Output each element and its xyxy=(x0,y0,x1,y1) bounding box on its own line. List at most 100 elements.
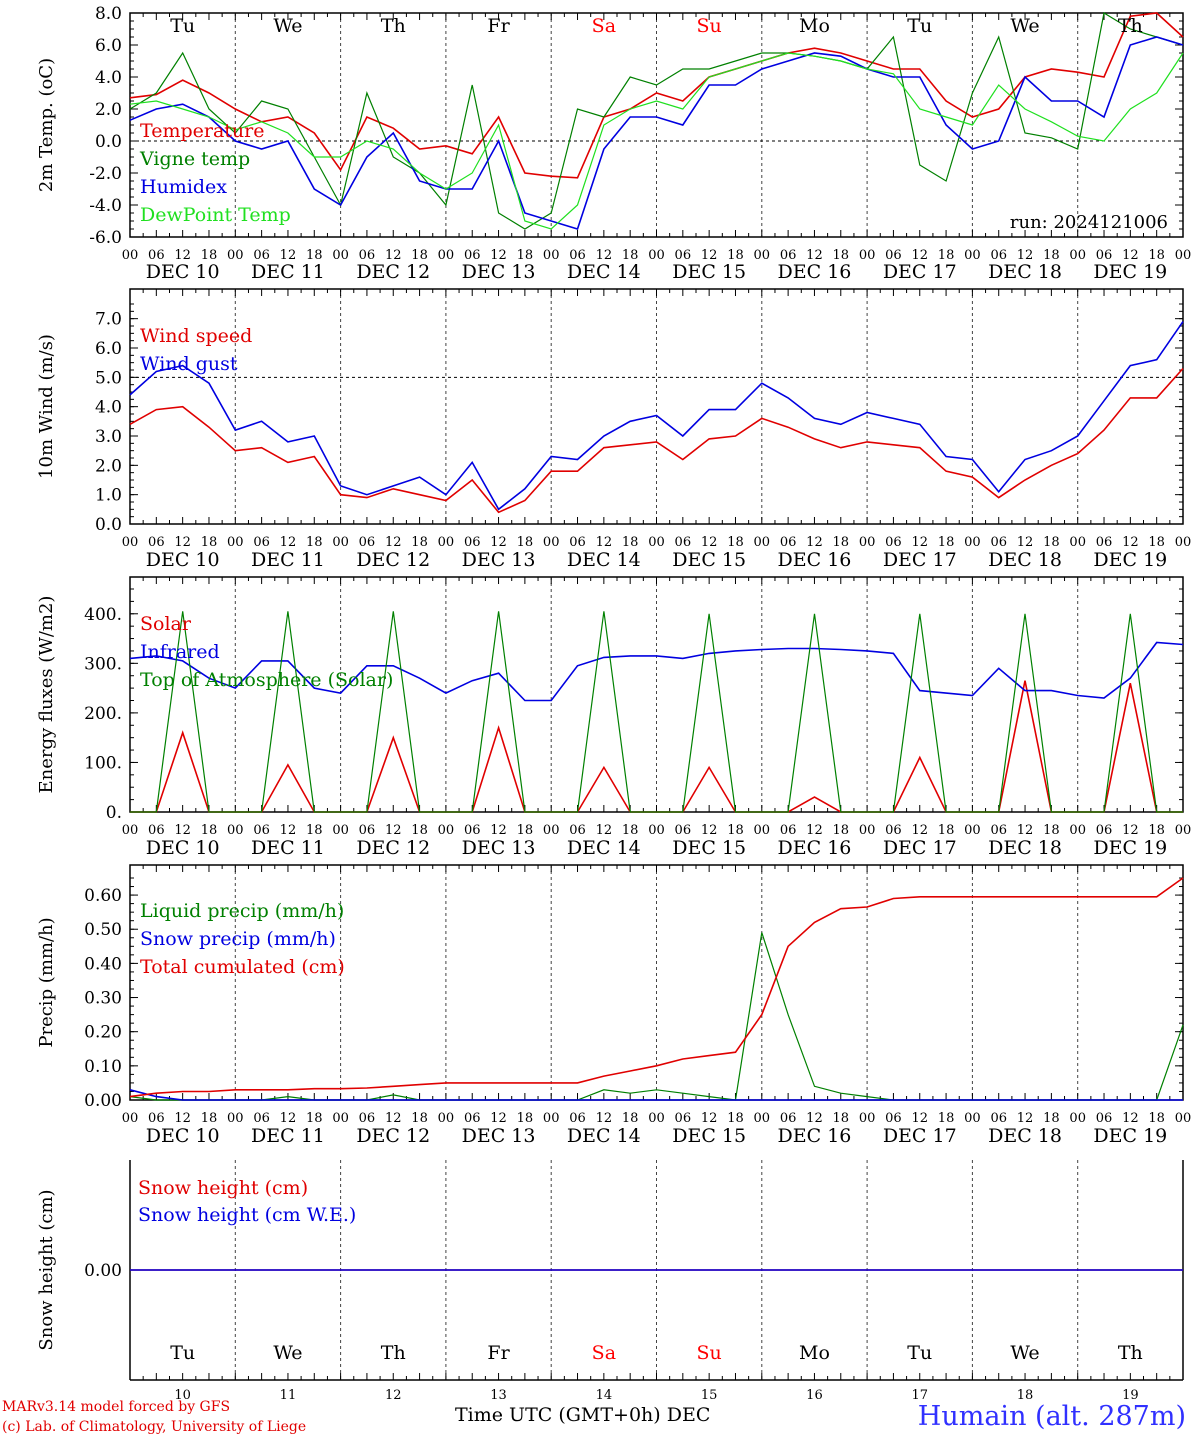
legend-entry: Snow height (cm) xyxy=(138,1177,308,1199)
y-tick-label: 4.0 xyxy=(95,398,122,418)
y-tick-label: 7.0 xyxy=(95,310,122,330)
hour-tick-label: 06 xyxy=(885,248,902,263)
hour-tick-label: 18 xyxy=(517,823,534,838)
hour-tick-label: 06 xyxy=(253,535,270,550)
hour-tick-label: 00 xyxy=(1175,248,1192,263)
weekday-label: Tu xyxy=(907,1342,932,1364)
date-label: DEC 12 xyxy=(356,261,430,283)
hour-tick-label: 06 xyxy=(359,248,376,263)
y-tick-label: 8.0 xyxy=(95,4,122,24)
legend-entry: Snow height (cm W.E.) xyxy=(138,1204,356,1226)
hour-tick-label: 18 xyxy=(201,248,218,263)
hour-tick-label: 12 xyxy=(174,248,191,263)
day-number-label: 17 xyxy=(911,1388,928,1403)
hour-tick-label: 00 xyxy=(1069,823,1086,838)
hour-tick-label: 06 xyxy=(990,823,1007,838)
hour-tick-label: 06 xyxy=(1096,1111,1113,1126)
weekday-label: We xyxy=(273,1342,302,1364)
hour-tick-label: 00 xyxy=(227,248,244,263)
date-label: DEC 10 xyxy=(146,1125,220,1147)
legend-entry: Vigne temp xyxy=(139,148,250,170)
hour-tick-label: 00 xyxy=(227,1111,244,1126)
hour-tick-label: 00 xyxy=(1175,535,1192,550)
y-tick-label: 2.0 xyxy=(95,100,122,120)
hour-tick-label: 12 xyxy=(280,248,297,263)
date-label: DEC 15 xyxy=(672,837,746,859)
date-label: DEC 10 xyxy=(146,261,220,283)
hour-tick-label: 06 xyxy=(148,535,165,550)
hour-tick-label: 12 xyxy=(911,823,928,838)
legend-entry: DewPoint Temp xyxy=(140,204,291,226)
hour-tick-label: 12 xyxy=(1017,1111,1034,1126)
hour-tick-label: 06 xyxy=(569,1111,586,1126)
weekday-label: Su xyxy=(697,15,722,37)
legend-entry: Total cumulated (cm) xyxy=(140,956,345,978)
hour-tick-label: 18 xyxy=(622,823,639,838)
date-label: DEC 17 xyxy=(883,261,957,283)
panel-1: -6.0 -4.0 -2.0 0.0 2.0 4.0 6.0 8.0 2m Temp. (oC)… xyxy=(36,4,1191,283)
day-number-label: 11 xyxy=(280,1388,297,1403)
hour-tick-label: 12 xyxy=(806,1111,823,1126)
hour-tick-label: 18 xyxy=(833,535,850,550)
y-axis-label: Precip (mm/h) xyxy=(36,917,57,1047)
hour-tick-label: 18 xyxy=(1043,535,1060,550)
hour-tick-label: 06 xyxy=(253,823,270,838)
series-line-green xyxy=(130,611,1183,813)
weekday-label: Th xyxy=(1118,15,1143,37)
hour-tick-label: 00 xyxy=(964,248,981,263)
hour-tick-label: 18 xyxy=(201,823,218,838)
date-label: DEC 16 xyxy=(778,1125,852,1147)
date-label: DEC 14 xyxy=(567,261,641,283)
y-tick-label: 1.0 xyxy=(95,486,122,506)
hour-tick-label: 12 xyxy=(806,535,823,550)
y-tick-label: 0.20 xyxy=(84,1023,122,1043)
hour-tick-label: 00 xyxy=(964,823,981,838)
date-label: DEC 12 xyxy=(356,837,430,859)
weekday-label: Mo xyxy=(799,15,830,37)
hour-tick-label: 00 xyxy=(648,1111,665,1126)
y-tick-label: 6.0 xyxy=(95,36,122,56)
hour-tick-label: 00 xyxy=(543,248,560,263)
date-label: DEC 15 xyxy=(672,261,746,283)
hour-tick-label: 00 xyxy=(648,248,665,263)
hour-tick-label: 18 xyxy=(622,1111,639,1126)
hour-tick-label: 12 xyxy=(1017,248,1034,263)
y-axis-label: Energy fluxes (W/m2) xyxy=(36,596,57,794)
hour-tick-label: 18 xyxy=(201,535,218,550)
day-number-label: 16 xyxy=(806,1388,823,1403)
hour-tick-label: 06 xyxy=(990,1111,1007,1126)
legend-entry: Temperature xyxy=(140,120,264,142)
date-label: DEC 15 xyxy=(672,549,746,571)
hour-tick-label: 18 xyxy=(833,248,850,263)
weekday-label: Fr xyxy=(487,1342,510,1364)
series-line-green xyxy=(129,12,1184,230)
hour-tick-label: 00 xyxy=(1175,1111,1192,1126)
hour-tick-label: 00 xyxy=(227,823,244,838)
credit-lab: (c) Lab. of Climatology, University of L… xyxy=(2,1419,307,1435)
hour-tick-label: 12 xyxy=(174,535,191,550)
legend-entry: Wind gust xyxy=(140,353,238,375)
hour-tick-label: 06 xyxy=(780,248,797,263)
y-tick-label: -6.0 xyxy=(89,228,122,248)
hour-tick-label: 06 xyxy=(464,248,481,263)
hour-tick-label: 18 xyxy=(938,823,955,838)
weekday-label: Sa xyxy=(592,1342,616,1364)
hour-tick-label: 18 xyxy=(411,535,428,550)
series-line-blue xyxy=(129,36,1184,230)
hour-tick-label: 06 xyxy=(253,248,270,263)
hour-tick-label: 00 xyxy=(1069,1111,1086,1126)
weekday-label: Th xyxy=(381,1342,406,1364)
hour-tick-label: 12 xyxy=(174,1111,191,1126)
hour-tick-label: 12 xyxy=(1017,535,1034,550)
hour-tick-label: 06 xyxy=(359,535,376,550)
date-label: DEC 19 xyxy=(1093,261,1167,283)
weekday-label: Sa xyxy=(592,15,616,37)
hour-tick-label: 00 xyxy=(859,248,876,263)
hour-tick-label: 18 xyxy=(1148,535,1165,550)
hour-tick-label: 00 xyxy=(754,1111,771,1126)
date-label: DEC 17 xyxy=(883,1125,957,1147)
y-tick-label: 200. xyxy=(84,704,122,724)
hour-tick-label: 12 xyxy=(1122,248,1139,263)
hour-tick-label: 00 xyxy=(859,1111,876,1126)
hour-tick-label: 00 xyxy=(332,1111,349,1126)
